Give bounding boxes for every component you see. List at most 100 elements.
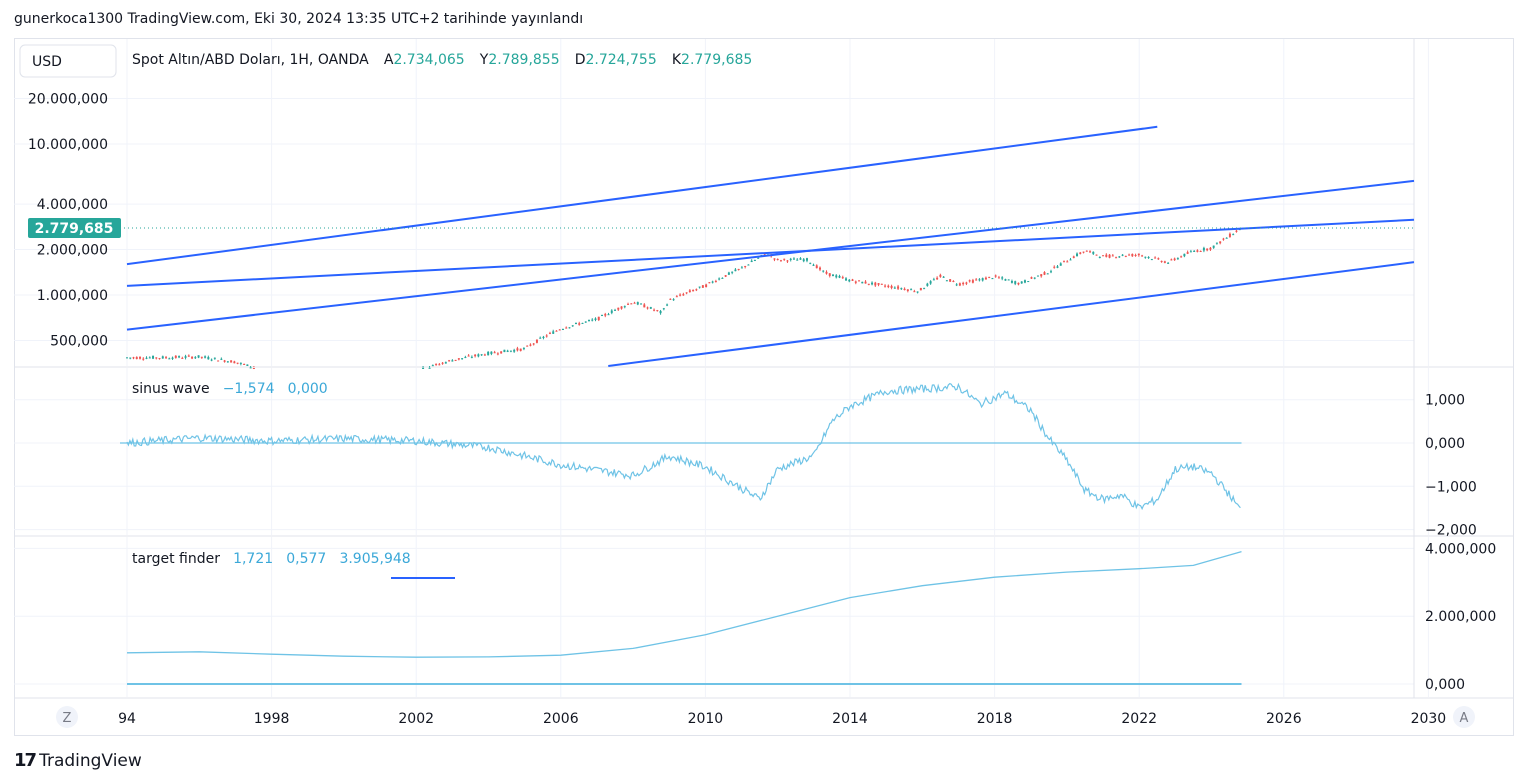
candle-body (448, 360, 451, 362)
candle-body (197, 355, 200, 358)
candle-body (799, 258, 802, 260)
candle-body (168, 358, 171, 360)
candle-body (158, 358, 161, 360)
candle-body (1189, 251, 1192, 253)
candle-body (526, 345, 529, 347)
candle-body (919, 287, 922, 291)
candle-body (220, 358, 223, 360)
candle-body (1046, 273, 1049, 275)
symbol-title: Spot Altın/ABD Doları, 1H, OANDA (132, 52, 369, 68)
candle-body (1108, 254, 1111, 258)
candle-body (994, 275, 997, 277)
candle-body (532, 343, 535, 345)
time-tick-label: 2006 (543, 711, 579, 727)
candle-body (962, 282, 965, 285)
tradingview-logo[interactable]: 17 TradingView (14, 750, 142, 771)
trendline (608, 261, 1415, 367)
candle-body (155, 357, 158, 359)
trendlines[interactable] (126, 125, 1415, 367)
candle-body (474, 354, 477, 357)
time-tick-label: 2010 (688, 711, 724, 727)
auto-scale-z-button[interactable]: Z (56, 706, 78, 728)
candle-body (552, 331, 555, 334)
candle-body (991, 278, 994, 280)
candle-body (893, 287, 896, 289)
time-scale[interactable]: 94 1998 2002 2006 2010 2014 2018 2022 2026 2030 (118, 711, 1446, 727)
tradingview-brand: TradingView (39, 750, 142, 771)
trendline (126, 125, 1158, 266)
candle-body (444, 362, 447, 364)
candle-body (441, 362, 444, 364)
auto-scale-a-button[interactable]: A (1453, 706, 1475, 728)
candle-body (753, 260, 756, 262)
candle-body (737, 268, 740, 270)
candle-body (422, 367, 425, 369)
last-price-badge-text: 2.779,685 (35, 221, 114, 237)
candle-body (1102, 255, 1105, 257)
candle-body (243, 363, 246, 365)
publication-info: gunerkoca1300 TradingView.com, Eki 30, 2… (14, 11, 584, 27)
candle-body (675, 296, 678, 298)
candle-body (132, 357, 135, 359)
candle-body (701, 285, 704, 288)
candle-body (591, 319, 594, 321)
a-button-bg[interactable] (1453, 706, 1475, 728)
candle-body (513, 349, 516, 352)
candle-body (1115, 257, 1118, 259)
sinus-price-scale[interactable]: 1,000 0,000 −1,000 −2,000 (1425, 393, 1477, 539)
target-legend: target finder 1,721 0,577 3.905,948 (132, 548, 411, 567)
candle-body (496, 353, 499, 355)
currency-button-label[interactable]: USD (32, 54, 62, 70)
candle-body (1069, 259, 1072, 261)
candle-body (428, 367, 431, 369)
target-price-scale[interactable]: 4.000,000 2.000,000 0,000 (1425, 541, 1496, 693)
target-finder-line (126, 550, 1242, 658)
candle-body (1131, 254, 1134, 257)
z-button-bg[interactable] (56, 706, 78, 728)
a-button-label[interactable]: A (1460, 711, 1469, 726)
candle-body (851, 279, 854, 281)
candle-body (942, 276, 945, 278)
candle-body (610, 310, 613, 313)
currency-button-bg[interactable] (19, 44, 117, 78)
candle-body (750, 260, 753, 263)
candle-body (975, 279, 978, 281)
main-y-tick-label: 10.000,000 (28, 137, 108, 153)
candle-body (207, 357, 210, 360)
candle-body (584, 321, 587, 323)
candle-body (561, 329, 564, 331)
candle-body (1225, 237, 1228, 239)
z-button-label[interactable]: Z (63, 711, 72, 726)
trendline (126, 218, 1415, 287)
candle-body (656, 310, 659, 312)
candle-body (1033, 277, 1036, 279)
candle-body (744, 266, 747, 268)
candle-body (981, 278, 984, 281)
candle-body (848, 279, 851, 282)
last-price-badge-bg (28, 217, 121, 238)
candle-body (1206, 248, 1209, 251)
main-price-scale[interactable]: 20.000,000 10.000,000 4.000,000 2.000,000 1.… (28, 92, 108, 350)
target-pane-grid (14, 537, 1429, 697)
close-value: 2.779,685 (681, 52, 752, 68)
candle-body (581, 322, 584, 324)
candle-body (454, 359, 457, 361)
candle-body (1137, 253, 1140, 256)
chart-frame[interactable] (14, 38, 1514, 736)
candle-body (1007, 279, 1010, 281)
candle-body (1010, 281, 1013, 283)
candle-body (1030, 277, 1033, 279)
candle-body (1147, 257, 1150, 259)
candle-body (1134, 255, 1137, 257)
candle-body (936, 277, 939, 280)
candle-body (864, 281, 867, 284)
candle-body (779, 260, 782, 262)
sinus-legend-title: sinus wave (132, 381, 210, 397)
currency-button[interactable]: USD (19, 44, 117, 78)
candle-body (503, 349, 506, 353)
candle-body (1202, 247, 1205, 251)
candle-body (1228, 233, 1231, 237)
candle-body (988, 276, 991, 278)
candle-body (620, 306, 623, 309)
